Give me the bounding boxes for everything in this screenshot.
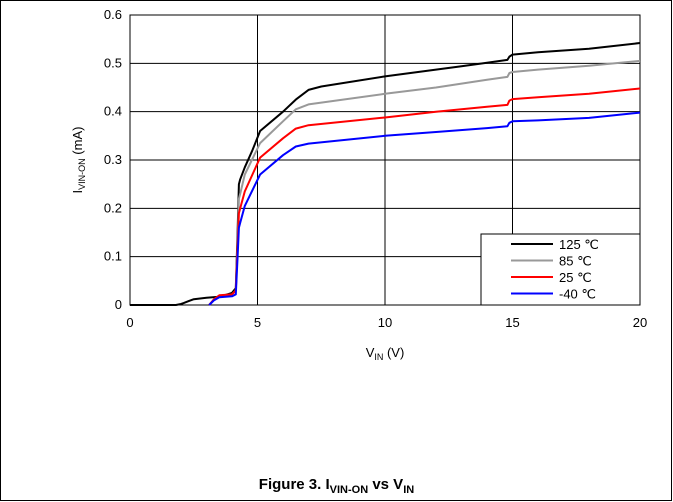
y-tick-label: 0.3 xyxy=(104,152,122,167)
y-tick-label: 0 xyxy=(115,297,122,312)
legend-label: 25 ℃ xyxy=(559,270,592,285)
y-tick-label: 0.1 xyxy=(104,249,122,264)
y-tick-label: 0.4 xyxy=(104,104,122,119)
caption-subscript-2: IN xyxy=(403,484,415,496)
plot-area xyxy=(129,14,641,306)
x-tick-label: 15 xyxy=(505,315,519,330)
legend-box xyxy=(480,233,641,306)
x-tick-label: 20 xyxy=(633,315,647,330)
y-axis-label: IVIN-ON (mA) xyxy=(70,127,87,194)
legend-label: 125 ℃ xyxy=(559,237,599,252)
series-line-3 xyxy=(208,111,641,306)
figure-caption: Figure 3. IVIN-ON vs VIN xyxy=(0,476,673,496)
legend-label: 85 ℃ xyxy=(559,254,592,269)
line-chart: 0 5 10 15 20 0 0.1 0.2 0.3 0.4 0.5 0.6 VIN (V) IVIN-O… xyxy=(70,7,647,362)
x-axis-label: VIN (V) xyxy=(366,345,405,362)
x-tick-label: 10 xyxy=(378,315,392,330)
y-tick-label: 0.2 xyxy=(104,200,122,215)
series-line-0 xyxy=(130,42,641,306)
series-line-2 xyxy=(208,87,641,306)
caption-text: Figure 3. I xyxy=(258,476,330,493)
y-tick-label: 0.5 xyxy=(104,55,122,70)
y-tick-label: 0.6 xyxy=(104,7,122,22)
caption-text-mid: vs V xyxy=(368,476,404,493)
x-tick-label: 0 xyxy=(126,315,133,330)
legend-label: -40 ℃ xyxy=(559,287,596,302)
caption-subscript: VIN-ON xyxy=(329,484,369,496)
x-tick-label: 5 xyxy=(254,315,261,330)
